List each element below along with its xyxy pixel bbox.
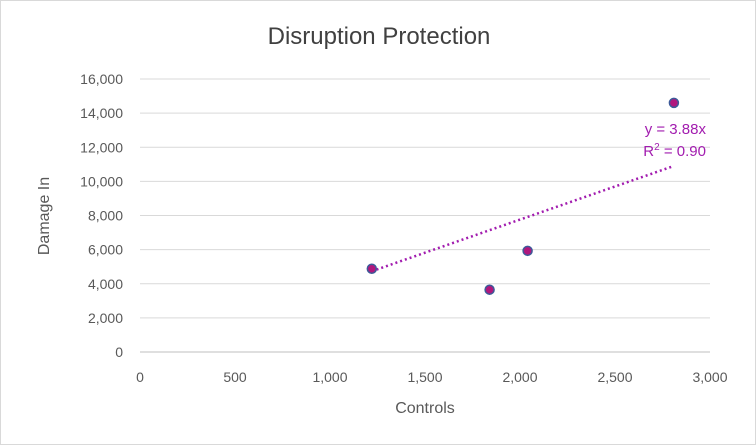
y-tick-label: 14,000: [80, 105, 123, 121]
x-tick-label: 3,000: [692, 369, 727, 385]
data-point: [522, 245, 533, 257]
x-axis-ticks: 0 500 1,000 1,500 2,000 2,500 3,000: [136, 369, 728, 385]
y-axis-ticks: 0 2,000 4,000 6,000 8,000 10,000 12,000 14,000 1…: [80, 71, 123, 360]
y-tick-label: 0: [115, 344, 123, 360]
r2-value: = 0.90: [660, 143, 706, 160]
data-points: [366, 97, 680, 295]
x-tick-label: 1,500: [407, 369, 442, 385]
data-point: [668, 97, 680, 109]
x-tick-label: 0: [136, 369, 144, 385]
y-tick-label: 8,000: [88, 208, 123, 224]
x-axis-label: Controls: [395, 400, 455, 417]
y-tick-label: 16,000: [80, 71, 123, 87]
y-tick-label: 12,000: [80, 139, 123, 155]
chart-title: Disruption Protection: [268, 23, 491, 50]
x-tick-label: 2,000: [502, 369, 537, 385]
y-tick-label: 2,000: [88, 310, 123, 326]
data-point: [484, 284, 495, 295]
y-tick-label: 6,000: [88, 242, 123, 258]
data-point: [366, 263, 378, 274]
x-tick-label: 1,000: [312, 369, 347, 385]
r2-superscript: 2: [654, 142, 660, 153]
y-tick-label: 4,000: [88, 276, 123, 292]
trendline-r-squared: R2 = 0.90: [643, 142, 706, 160]
x-tick-label: 2,500: [597, 369, 632, 385]
y-axis-label: Damage In: [36, 177, 53, 255]
x-tick-label: 500: [223, 369, 247, 385]
r2-prefix: R: [643, 143, 654, 160]
y-tick-label: 10,000: [80, 173, 123, 189]
trendline-equation: y = 3.88x: [645, 121, 707, 138]
trendline: [371, 164, 675, 273]
grid-lines: [140, 78, 710, 319]
